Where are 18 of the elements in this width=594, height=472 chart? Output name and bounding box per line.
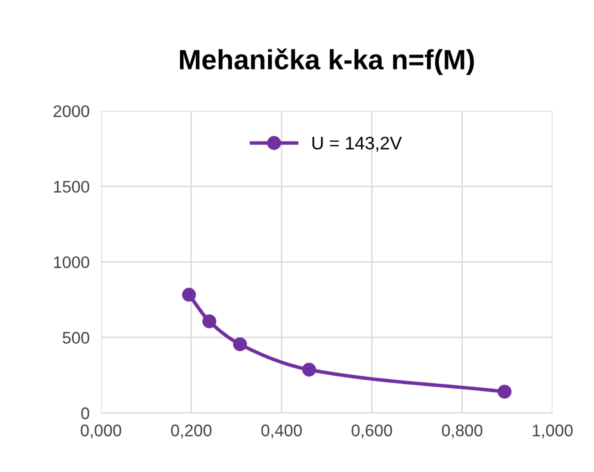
y-tick-label: 500 — [62, 332, 90, 344]
point — [182, 288, 196, 302]
point — [302, 362, 316, 377]
point — [202, 314, 216, 328]
y-tick-label: 2000 — [54, 105, 90, 118]
x-tick-label: 0,000 — [80, 424, 122, 438]
legend-label: U = 143,2V — [312, 136, 402, 152]
point — [233, 337, 247, 352]
x-tick-label: 0,800 — [442, 424, 482, 438]
y-tick-label: 1500 — [54, 180, 90, 193]
point — [498, 384, 512, 399]
x-tick-label: 0,400 — [261, 424, 302, 438]
x-tick-label: 0,200 — [171, 424, 212, 438]
x-tick-label: 1,000 — [532, 424, 573, 438]
chart-title: Mehanička k-ka n=f(M) — [180, 48, 474, 76]
x-tick-label: 0,600 — [352, 424, 392, 438]
y-tick-label: 0 — [81, 407, 90, 420]
y-tick-label: 1000 — [54, 256, 90, 268]
